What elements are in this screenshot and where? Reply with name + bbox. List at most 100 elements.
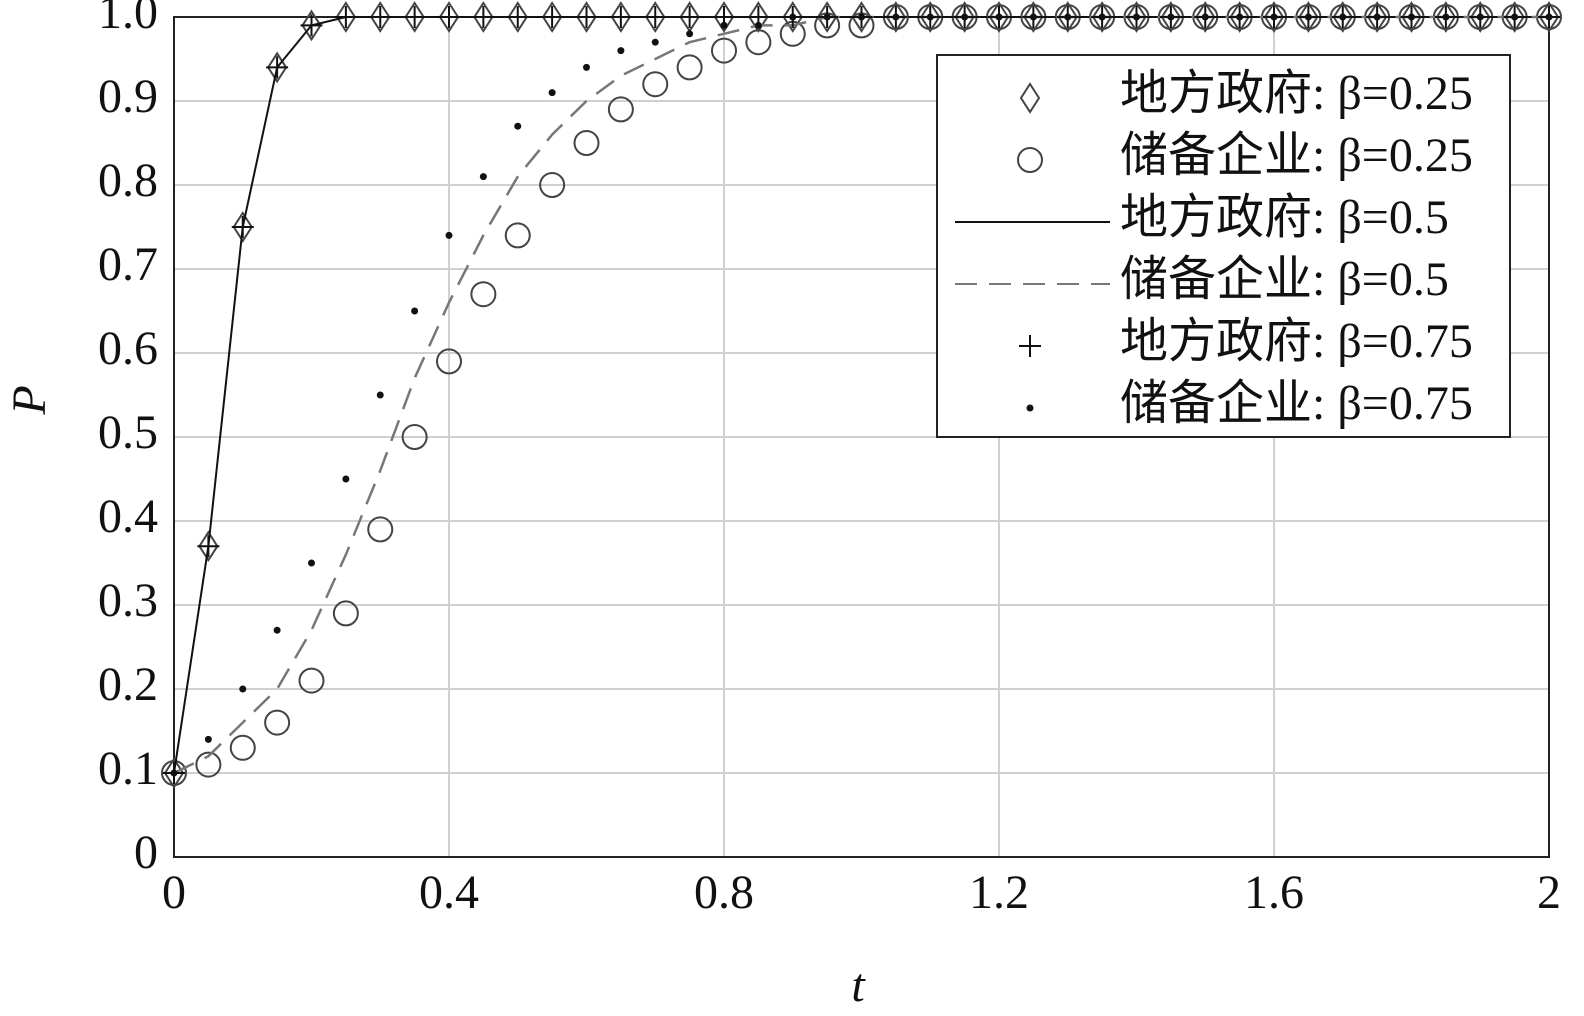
y-tick-label: 0.3: [98, 574, 158, 627]
diamond-marker: [1263, 1, 1285, 33]
dot-marker: [1133, 13, 1140, 21]
circle-marker: [436, 348, 462, 375]
plus-marker: [369, 6, 392, 28]
plus-marker: [334, 6, 357, 28]
x-tick-label: 1.2: [969, 866, 1029, 919]
circle-marker: [745, 29, 772, 56]
y-tick-label: 0.7: [98, 238, 158, 291]
plus-marker: [609, 6, 632, 28]
legend-label: 储备企业: β=0.75: [1120, 377, 1473, 430]
dot-marker: [1511, 13, 1519, 21]
plus-marker: [266, 56, 289, 79]
diamond-marker: [507, 1, 528, 33]
legend-label: 地方政府: β=0.75: [1120, 315, 1473, 368]
dot-marker: [686, 30, 694, 38]
diamond-marker: [1401, 1, 1422, 33]
legend-symbol: [1017, 147, 1043, 173]
dot-marker: [411, 307, 419, 315]
dot-marker: [1236, 13, 1244, 21]
dot-marker: [1373, 13, 1381, 21]
dot-marker: [1167, 13, 1175, 21]
x-tick-label: 0.8: [694, 866, 754, 919]
diamond-marker: [610, 1, 632, 33]
legend-label: 储备企业: β=0.5: [1120, 253, 1449, 306]
diamond-marker: [576, 1, 597, 33]
dot-marker: [479, 173, 487, 181]
y-tick-label: 0.5: [98, 406, 158, 459]
circle-marker: [367, 516, 394, 543]
x-tick-label: 0.4: [419, 866, 479, 919]
plus-marker: [438, 6, 460, 28]
diamond-marker: [335, 1, 357, 33]
dot-marker: [548, 89, 556, 97]
dot-marker: [342, 475, 350, 483]
plus-marker: [644, 6, 667, 28]
dot-marker: [170, 769, 178, 777]
diamond-marker: [198, 530, 219, 563]
legend-symbol: [1019, 335, 1041, 357]
diamond-marker: [920, 1, 941, 33]
dot-marker: [583, 63, 590, 71]
plus-marker: [403, 6, 426, 28]
diamond-marker: [1366, 1, 1388, 33]
plus-marker: [541, 6, 564, 28]
diamond-marker: [954, 1, 975, 33]
legend-label: 地方政府: β=0.5: [1120, 191, 1449, 244]
dot-marker: [995, 13, 1003, 21]
diamond-marker: [988, 1, 1010, 33]
dot-marker: [892, 13, 900, 21]
circle-marker: [401, 424, 428, 450]
diamond-marker: [370, 1, 391, 33]
dot-marker: [1476, 13, 1484, 21]
circle-marker: [504, 222, 531, 249]
circle-marker: [607, 96, 634, 123]
diamond-marker: [1332, 1, 1353, 33]
diamond-marker: [404, 1, 425, 33]
circle-marker: [642, 71, 669, 98]
plus-marker: [197, 535, 220, 558]
diamond-marker: [816, 1, 838, 33]
dot-marker: [1064, 13, 1072, 21]
circle-marker: [264, 709, 291, 736]
x-tick-label: 0: [162, 866, 186, 919]
circle-marker: [298, 667, 325, 694]
legend-symbol: [1019, 82, 1041, 114]
diamond-marker: [1435, 1, 1457, 33]
plus-marker: [678, 6, 701, 28]
diamond-marker: [266, 51, 288, 84]
circle-marker: [470, 281, 497, 308]
diamond-marker: [301, 9, 322, 42]
diamond-marker: [1023, 1, 1044, 33]
x-tick-label: 1.6: [1244, 866, 1304, 919]
diamond-marker: [438, 1, 460, 33]
circle-marker: [676, 54, 703, 81]
diamond-marker: [541, 1, 563, 33]
diamond-marker: [232, 211, 253, 243]
dot-marker: [239, 685, 247, 693]
dot-marker: [651, 38, 659, 46]
circle-marker: [539, 172, 566, 198]
dot-marker: [720, 21, 728, 29]
plus-marker: [472, 6, 495, 28]
y-tick-label: 0: [134, 826, 158, 879]
dot-marker: [273, 626, 281, 634]
diamond-marker: [163, 757, 185, 789]
diamond-marker: [713, 1, 735, 33]
legend-label: 储备企业: β=0.25: [1120, 129, 1473, 182]
y-axis-label: P: [3, 385, 56, 415]
diamond-marker: [1160, 1, 1182, 33]
y-tick-label: 0.2: [98, 658, 158, 711]
diamond-marker: [1229, 1, 1250, 33]
diamond-marker: [1195, 1, 1216, 33]
diamond-marker: [1538, 1, 1560, 33]
dot-marker: [1029, 13, 1037, 21]
x-axis-label: t: [851, 959, 866, 1012]
legend-label: 地方政府: β=0.25: [1120, 67, 1473, 120]
diamond-marker: [1298, 1, 1319, 33]
dot-marker: [926, 13, 934, 21]
dot-marker: [1098, 13, 1106, 21]
diamond-marker: [1504, 1, 1525, 33]
dot-marker: [858, 13, 865, 21]
dot-marker: [308, 559, 315, 567]
